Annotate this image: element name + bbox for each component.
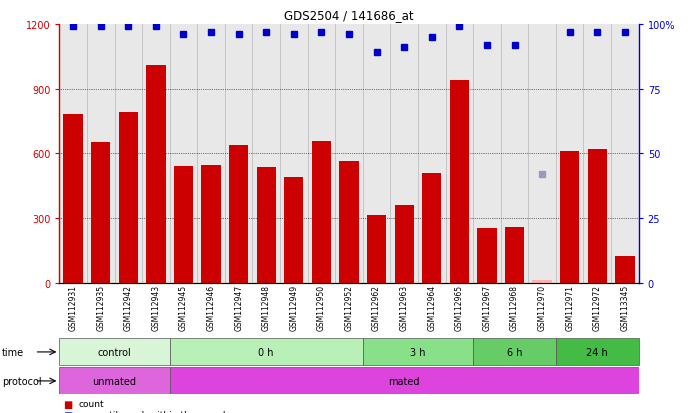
Text: unmated: unmated xyxy=(93,376,137,386)
Bar xyxy=(339,161,359,283)
Bar xyxy=(556,339,639,366)
Bar xyxy=(59,368,170,394)
Text: 0 h: 0 h xyxy=(258,347,274,357)
Text: ■: ■ xyxy=(63,399,72,408)
Text: 24 h: 24 h xyxy=(586,347,608,357)
Bar xyxy=(588,150,607,283)
Text: protocol: protocol xyxy=(2,376,42,386)
Bar xyxy=(473,339,556,366)
Bar xyxy=(367,215,386,283)
Text: percentile rank within the sample: percentile rank within the sample xyxy=(78,410,231,413)
Text: count: count xyxy=(78,399,104,408)
Bar xyxy=(533,280,551,283)
Bar xyxy=(202,166,221,283)
Bar xyxy=(505,227,524,283)
Title: GDS2504 / 141686_at: GDS2504 / 141686_at xyxy=(284,9,414,22)
Bar xyxy=(450,81,469,283)
Bar xyxy=(363,339,473,366)
Bar xyxy=(422,173,441,283)
Bar xyxy=(257,168,276,283)
Text: 6 h: 6 h xyxy=(507,347,522,357)
Bar xyxy=(64,115,83,283)
Bar xyxy=(174,167,193,283)
Bar xyxy=(119,113,138,283)
Bar xyxy=(59,339,170,366)
Bar xyxy=(312,142,331,283)
Text: control: control xyxy=(98,347,131,357)
Text: time: time xyxy=(2,347,24,357)
Bar xyxy=(170,368,639,394)
Bar xyxy=(284,178,304,283)
Bar xyxy=(560,152,579,283)
Bar xyxy=(477,228,496,283)
Bar xyxy=(170,339,363,366)
Text: mated: mated xyxy=(388,376,420,386)
Text: ■: ■ xyxy=(63,410,72,413)
Bar xyxy=(91,143,110,283)
Bar xyxy=(615,256,634,283)
Bar xyxy=(394,206,414,283)
Bar xyxy=(229,145,248,283)
Bar xyxy=(147,66,165,283)
Text: 3 h: 3 h xyxy=(410,347,426,357)
